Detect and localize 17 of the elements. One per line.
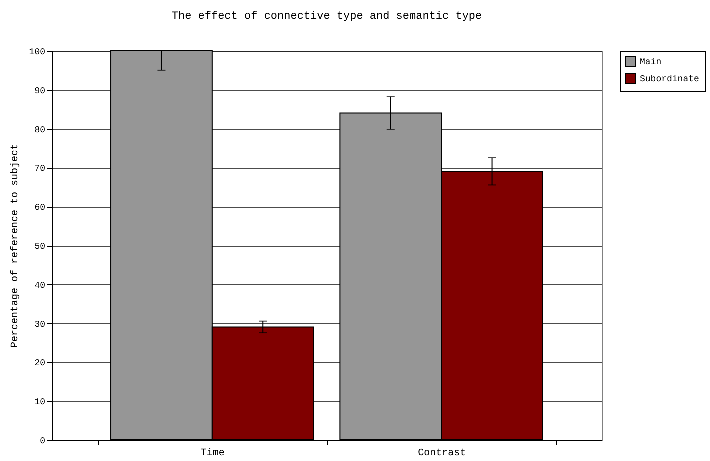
x-tick-label: Time <box>200 448 225 460</box>
y-tick-label: 40 <box>34 280 46 291</box>
y-tick-label: 50 <box>34 242 46 252</box>
legend-label: Subordinate <box>640 74 700 84</box>
legend-label: Main <box>640 58 662 68</box>
y-tick-label: 20 <box>34 358 46 369</box>
y-tick-label: 0 <box>40 436 46 446</box>
y-tick-label: 100 <box>29 48 46 58</box>
y-tick-label: 90 <box>34 86 46 96</box>
y-tick-label: 30 <box>34 320 46 330</box>
y-tick-label: 60 <box>34 203 46 214</box>
chart-title: The effect of connective type and semantic type <box>172 11 482 23</box>
y-tick-label: 80 <box>34 125 46 136</box>
y-tick-label: 70 <box>34 164 46 174</box>
y-tick-label: 10 <box>34 398 46 408</box>
y-axis-title: Percentage of reference to subject <box>9 144 22 348</box>
x-tick-label: Contrast <box>418 448 466 460</box>
